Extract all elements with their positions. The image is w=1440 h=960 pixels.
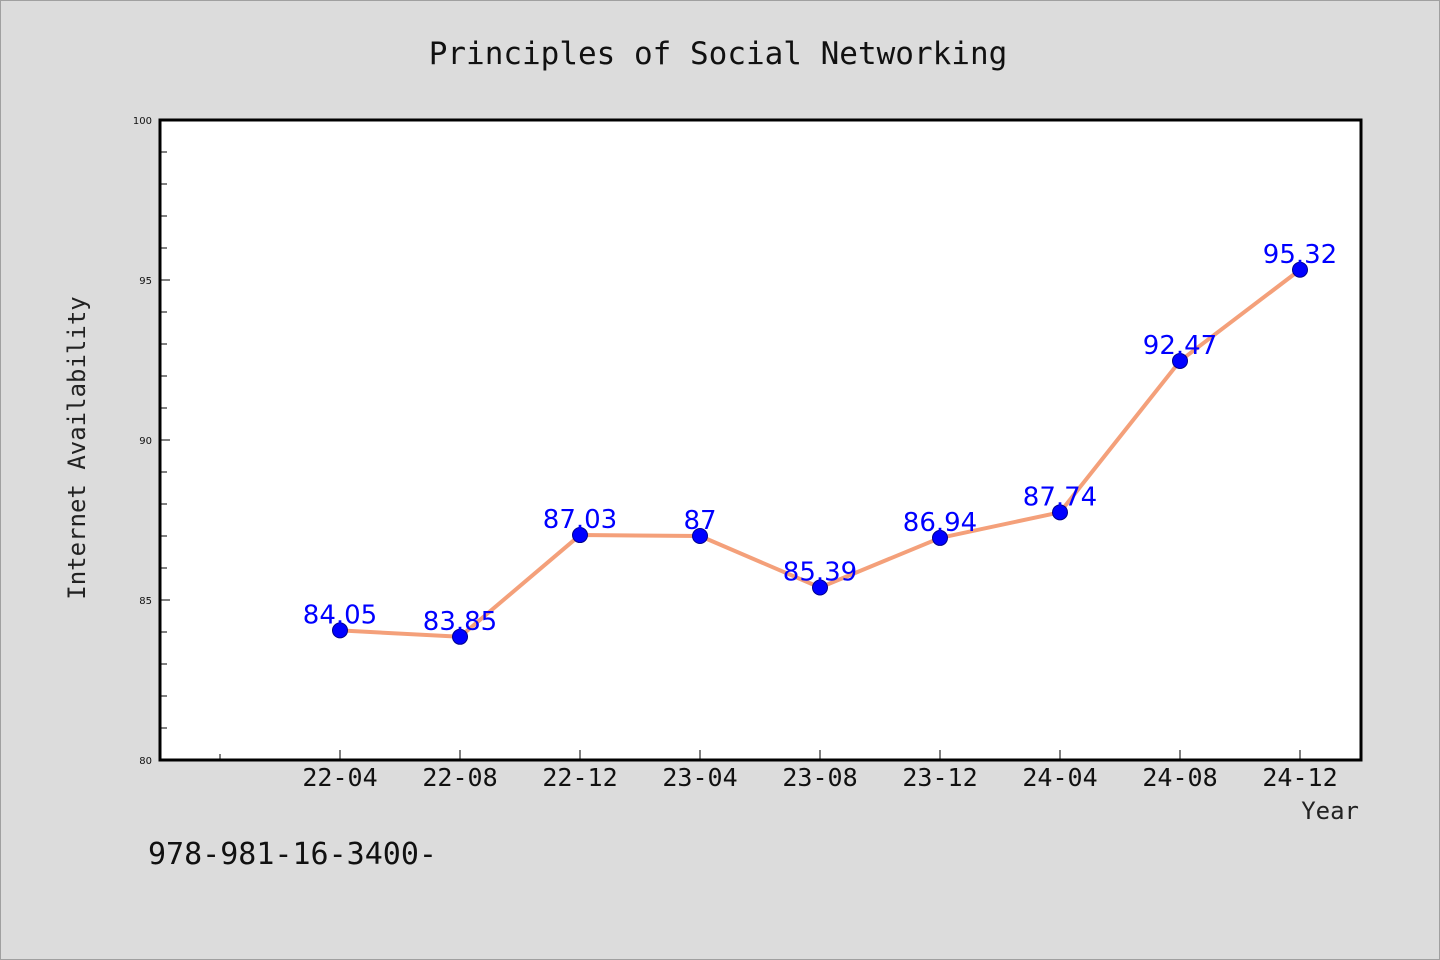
data-point <box>572 527 588 544</box>
data-label: 87.03 <box>543 505 617 535</box>
data-points-group <box>332 261 1308 645</box>
data-label: 83.85 <box>423 607 497 637</box>
y-tick-label: 80 <box>139 756 152 767</box>
data-point <box>932 529 948 546</box>
plot-border <box>158 118 1363 762</box>
x-tick-label: 22-08 <box>422 763 497 792</box>
x-tick-label: 24-08 <box>1142 763 1217 792</box>
data-point <box>1172 352 1188 369</box>
data-label: 86.94 <box>903 508 977 538</box>
data-label: 95.32 <box>1263 240 1337 270</box>
x-tick-label: 23-08 <box>782 763 857 792</box>
y-tick-label: 90 <box>139 436 152 447</box>
y-tick-label: 95 <box>139 276 152 287</box>
data-point <box>452 628 468 645</box>
data-point <box>1052 504 1068 521</box>
data-label: 87.74 <box>1023 482 1097 512</box>
data-point <box>332 622 348 639</box>
x-tick-label: 22-04 <box>302 763 377 792</box>
data-label: 84.05 <box>303 600 377 630</box>
x-tick-label: 24-12 <box>1262 763 1337 792</box>
data-point <box>692 528 708 544</box>
data-point <box>1292 261 1308 278</box>
plot-area <box>160 120 1361 760</box>
data-label: 87 <box>683 506 716 536</box>
data-point <box>812 579 828 596</box>
x-axis-title: Year <box>1301 797 1359 825</box>
data-label: 85.39 <box>783 558 857 588</box>
x-tick-label: 24-04 <box>1022 763 1097 792</box>
footer-isbn-text: 978-981-16-3400- <box>148 837 437 872</box>
x-tick-label: 22-12 <box>542 763 617 792</box>
x-tick-label: 23-04 <box>662 763 737 792</box>
data-label: 92.47 <box>1143 331 1217 361</box>
chart-title: Principles of Social Networking <box>429 36 1008 72</box>
y-tick-label: 100 <box>133 116 152 127</box>
x-tick-label: 23-12 <box>902 763 977 792</box>
x-axis-ticks: 22-04 22-08 22-12 23-04 23-08 23-12 24-04 24-08… <box>219 750 1338 792</box>
y-axis-title: Internet Availability <box>63 296 91 599</box>
y-tick-label: 85 <box>139 596 152 607</box>
data-labels-group: 84.05 83.85 87.03 87 85.39 86.94 87.74 92.47 95.… <box>303 240 1337 637</box>
